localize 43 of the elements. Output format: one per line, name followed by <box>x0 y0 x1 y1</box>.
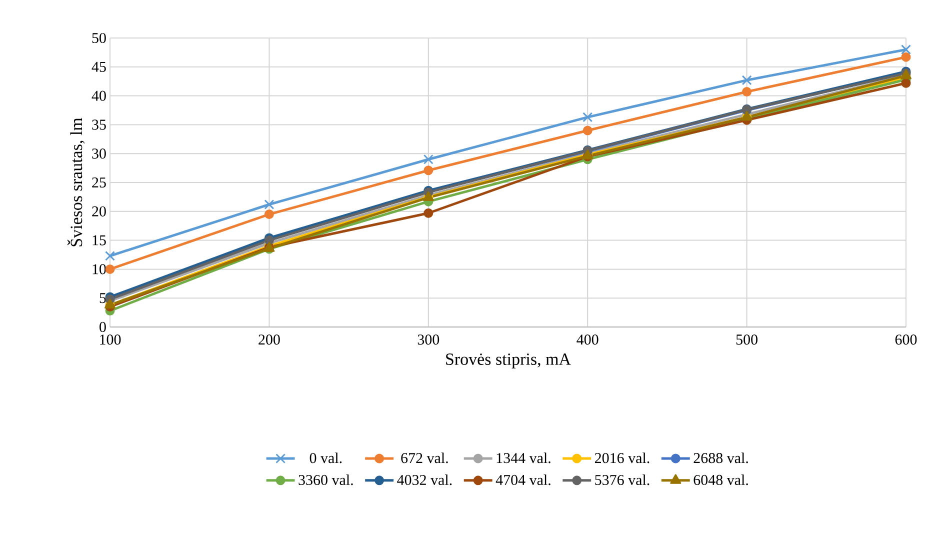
y-tick-label: 30 <box>92 148 106 159</box>
x-tick-label: 400 <box>576 334 598 345</box>
x-tick-label: 300 <box>418 334 440 345</box>
legend-label: 1344 val. <box>496 452 550 464</box>
point <box>264 210 274 220</box>
y-tick-label: 5 <box>100 293 106 304</box>
y-axis-title: Šviesos srautas, lm <box>67 118 85 246</box>
y-tick-label: 25 <box>92 177 106 188</box>
point <box>582 112 593 122</box>
point <box>901 52 911 62</box>
point <box>424 208 434 218</box>
y-tick-label: 45 <box>92 62 106 72</box>
point <box>264 199 274 210</box>
legend-label: 4032 val. <box>397 474 452 486</box>
x-tick-label: 500 <box>736 334 758 345</box>
legend-label: 6048 val. <box>694 474 748 486</box>
y-tick-label: 20 <box>92 206 106 216</box>
x-tick-label: 100 <box>100 334 121 345</box>
y-tick-label: 0 <box>100 322 106 332</box>
x-axis-title: Srovės stipris, mA <box>446 354 571 368</box>
y-tick-label: 50 <box>92 32 106 44</box>
legend-label: 5376 val. <box>595 474 650 486</box>
x-tick-label: 600 <box>895 334 917 345</box>
y-tick-label: 10 <box>92 264 106 274</box>
x-tick-label: 200 <box>258 334 280 345</box>
point <box>424 166 434 176</box>
y-tick-label: 35 <box>92 120 106 130</box>
point <box>742 75 752 86</box>
y-tick-label: 15 <box>92 235 106 246</box>
legend-label: 0 val. <box>310 452 342 464</box>
y-tick-label: 40 <box>92 90 106 101</box>
point <box>105 250 116 261</box>
legend-label: 2016 val. <box>595 452 650 464</box>
point <box>105 264 115 274</box>
legend-label: 3360 val. <box>298 474 353 486</box>
legend-label: 4704 val. <box>496 474 550 486</box>
point <box>423 154 434 164</box>
point <box>582 126 592 136</box>
legend-label: 2688 val. <box>694 452 748 464</box>
point <box>742 87 752 97</box>
point <box>901 44 911 55</box>
legend-label: 672 val. <box>401 452 448 464</box>
point <box>901 78 911 88</box>
